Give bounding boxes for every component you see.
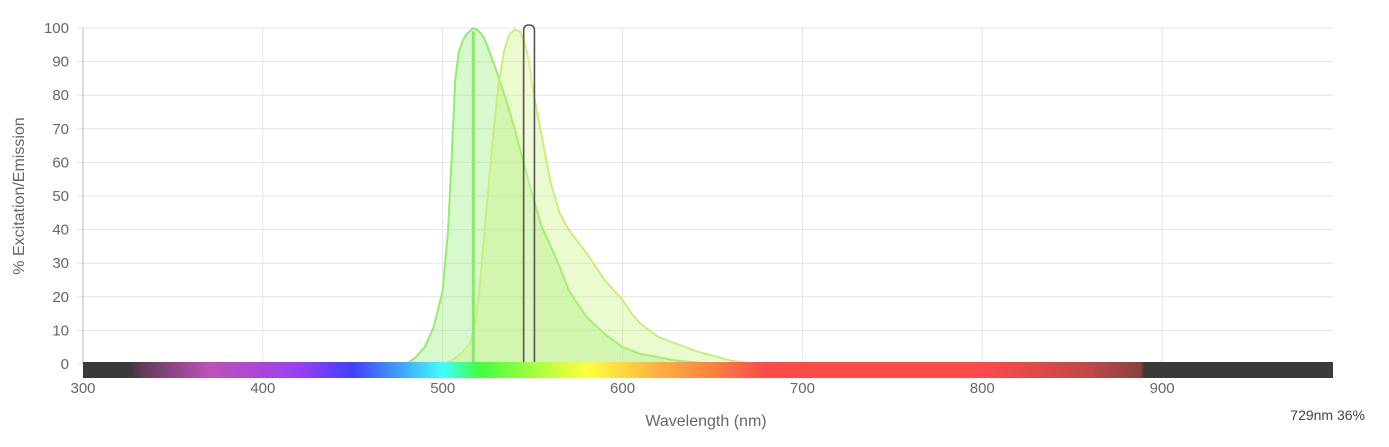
marker-lines [471,24,536,364]
y-tick-label: 30 [52,255,69,272]
x-tick-label: 700 [790,380,815,397]
x-tick-labels: 300 400 500 600 700 800 900 [70,380,1174,397]
x-tick-label: 600 [610,380,635,397]
x-tick-label: 300 [70,380,95,397]
y-tick-label: 100 [44,20,69,37]
y-tick-label: 0 [61,356,69,373]
x-tick-label: 400 [250,380,275,397]
y-tick-label: 20 [52,289,69,306]
excitation-area [405,27,714,365]
x-tick-label: 800 [970,380,995,397]
x-axis-title: Wavelength (nm) [645,413,766,430]
y-tick-label: 50 [52,188,69,205]
x-tick-label: 900 [1150,380,1175,397]
chart-grid [77,27,1333,365]
y-tick-label: 40 [52,222,69,239]
x-tick-label: 500 [430,380,455,397]
y-axis-title: % Excitation/Emission [11,117,28,274]
y-tick-label: 10 [52,322,69,339]
cursor-readout: 729nm 36% [1290,407,1365,423]
filter-band-marker [522,24,536,364]
y-tick-label: 80 [52,87,69,104]
y-tick-labels: 0 10 20 30 40 50 60 70 80 90 100 [44,20,69,373]
y-tick-label: 60 [52,154,69,171]
y-tick-label: 90 [52,54,69,71]
spectrum-bar [83,362,1333,378]
y-tick-label: 70 [52,121,69,138]
